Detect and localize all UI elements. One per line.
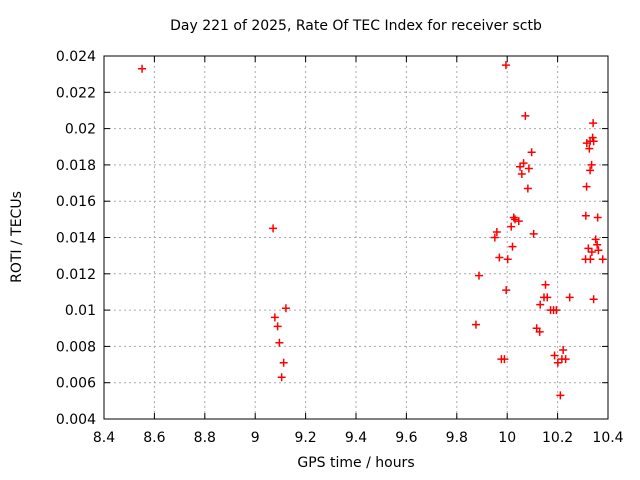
data-point-marker (514, 217, 523, 226)
x-tick-label: 10.2 (542, 430, 573, 446)
data-point-marker (587, 248, 596, 257)
x-tick-label: 10.4 (592, 430, 623, 446)
data-point-marker (273, 322, 282, 331)
data-point-marker (585, 144, 594, 153)
data-point-marker (591, 235, 600, 244)
x-tick-label: 9.8 (446, 430, 468, 446)
data-point-marker (471, 320, 480, 329)
data-point-marker (492, 228, 501, 237)
data-point-marker (588, 133, 597, 142)
chart-title: Day 221 of 2025, Rate Of TEC Index for r… (170, 18, 542, 34)
data-point-marker (593, 240, 602, 249)
y-tick-label: 0.01 (65, 303, 96, 319)
data-point-marker (561, 355, 570, 364)
data-point-marker (474, 271, 483, 280)
data-point-marker (587, 160, 596, 169)
data-point-marker (541, 280, 550, 289)
data-point-marker (500, 355, 509, 364)
data-point-marker (509, 213, 518, 222)
data-point-marker (586, 255, 595, 264)
data-point-marker (524, 164, 533, 173)
y-tick-label: 0.018 (56, 158, 96, 174)
y-tick-label: 0.016 (56, 194, 96, 210)
data-point-marker (501, 61, 510, 70)
y-tick-label: 0.014 (56, 231, 96, 247)
y-tick-label: 0.024 (56, 49, 96, 65)
data-point-marker (281, 304, 290, 313)
data-point-marker (556, 391, 565, 400)
y-tick-label: 0.02 (65, 122, 96, 138)
data-point-marker (582, 182, 591, 191)
data-point-marker (598, 255, 607, 264)
x-tick-label: 8.4 (93, 430, 115, 446)
y-tick-label: 0.004 (56, 412, 96, 428)
x-tick-label: 9.6 (395, 430, 417, 446)
data-point-marker (589, 137, 598, 146)
data-point-marker (529, 229, 538, 238)
data-point-marker (508, 242, 517, 251)
data-point-marker (589, 295, 598, 304)
y-tick-label: 0.006 (56, 376, 96, 392)
data-point-marker (269, 224, 278, 233)
data-point-marker (511, 215, 520, 224)
data-point-marker (517, 169, 526, 178)
data-point-marker (270, 313, 279, 322)
data-point-marker (502, 286, 511, 295)
x-tick-label: 9.2 (294, 430, 316, 446)
data-point-marker (550, 351, 559, 360)
data-point-marker (277, 373, 286, 382)
x-tick-label: 8.6 (143, 430, 165, 446)
data-point-marker (523, 184, 532, 193)
data-point-marker (490, 233, 499, 242)
data-point-marker (543, 293, 552, 302)
data-point-marker (593, 213, 602, 222)
data-point-marker (589, 119, 598, 128)
x-tick-label: 10 (498, 430, 516, 446)
data-point-marker (519, 159, 528, 168)
data-point-marker (584, 244, 593, 253)
data-point-marker (535, 327, 544, 336)
data-point-marker (521, 111, 530, 120)
data-point-marker (565, 293, 574, 302)
data-point-marker (138, 64, 147, 73)
data-point-marker (594, 246, 603, 255)
x-tick-label: 9 (251, 430, 260, 446)
data-point-marker (275, 338, 284, 347)
data-point-marker (559, 346, 568, 355)
data-point-marker (536, 300, 545, 309)
data-point-marker (495, 253, 504, 262)
data-point-marker (586, 166, 595, 175)
x-tick-label: 9.4 (345, 430, 367, 446)
data-point-marker (507, 222, 516, 231)
data-point-marker (503, 255, 512, 264)
data-point-marker (516, 162, 525, 171)
y-tick-label: 0.008 (56, 339, 96, 355)
data-point-marker (553, 358, 562, 367)
x-axis-label: GPS time / hours (297, 455, 415, 471)
x-tick-label: 8.8 (194, 430, 216, 446)
y-tick-label: 0.012 (56, 267, 96, 283)
data-point-marker (581, 211, 590, 220)
data-point-marker (279, 358, 288, 367)
data-point-marker (527, 148, 536, 157)
y-tick-label: 0.022 (56, 85, 96, 101)
data-point-marker (552, 306, 561, 315)
